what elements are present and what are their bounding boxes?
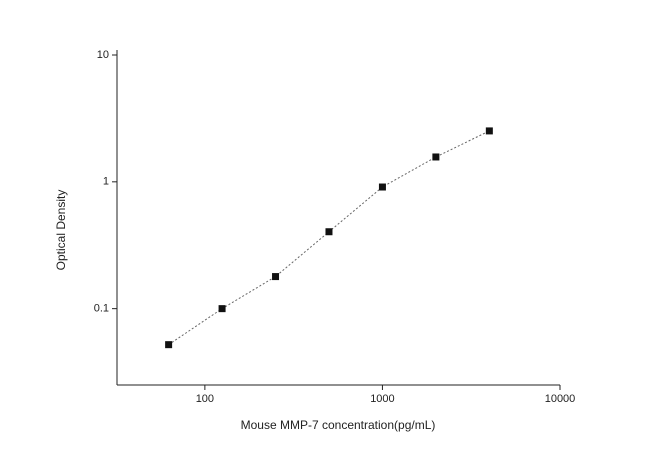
x-axis-title: Mouse MMP-7 concentration(pg/mL): [241, 418, 436, 432]
data-point: [272, 273, 280, 281]
data-point: [325, 228, 333, 236]
x-tick-label: 10000: [545, 393, 576, 405]
y-axis-title: Optical Density: [54, 190, 68, 271]
data-point: [218, 305, 226, 313]
data-point: [432, 153, 440, 161]
y-tick-label: 0.1: [94, 303, 109, 315]
data-point: [165, 341, 173, 349]
x-tick-label: 1000: [370, 393, 394, 405]
y-tick-label: 1: [103, 176, 109, 188]
fit-line: [168, 130, 490, 346]
y-tick-label: 10: [97, 49, 109, 61]
data-point: [378, 183, 386, 191]
data-point: [485, 127, 493, 135]
x-tick-label: 100: [196, 393, 214, 405]
